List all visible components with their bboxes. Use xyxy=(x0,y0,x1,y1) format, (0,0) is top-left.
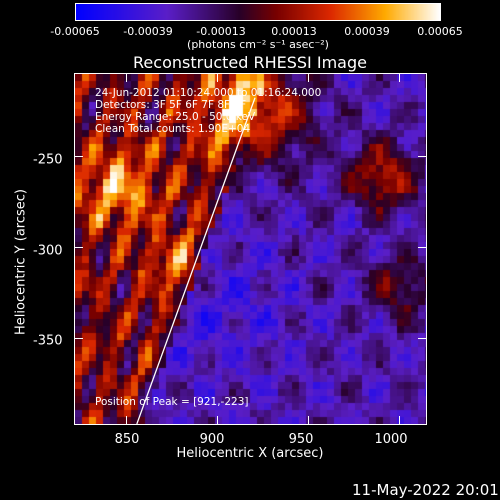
y-tick-label: -300 xyxy=(33,243,63,259)
x-tick-mark xyxy=(216,74,218,82)
image-plot xyxy=(74,73,427,425)
x-tick-mark xyxy=(398,416,400,424)
time-range-annotation: 24-Jun-2012 01:10:24.000 to 01:16:24.000 xyxy=(95,87,322,99)
chart-title: Reconstructed RHESSI Image xyxy=(133,53,367,72)
colorbar xyxy=(75,3,441,21)
energy-range-annotation: Energy Range: 25.0 - 50.0 keV xyxy=(95,111,256,123)
y-tick-mark xyxy=(418,338,426,340)
detectors-annotation: Detectors: 3F 5F 6F 7F 8F 9F xyxy=(95,99,247,111)
x-tick-label: 1000 xyxy=(374,432,408,447)
y-tick-mark xyxy=(75,338,83,340)
y-tick-label: -350 xyxy=(33,333,63,349)
y-tick-mark xyxy=(418,247,426,249)
x-tick-mark xyxy=(307,74,309,82)
colorbar-tick: -0.00039 xyxy=(123,25,173,38)
y-tick-label: -250 xyxy=(33,152,63,168)
colorbar-tick: 0.00013 xyxy=(271,25,317,38)
heatmap-image xyxy=(75,74,426,424)
counts-annotation: Clean Total counts: 1.90E+04 xyxy=(95,123,251,135)
footer-timestamp: 11-May-2022 20:01 xyxy=(352,481,499,499)
y-axis-label: Heliocentric Y (arcsec) xyxy=(13,189,29,335)
x-tick-label: 900 xyxy=(199,432,225,447)
x-tick-mark xyxy=(125,74,127,82)
solar-limb-line xyxy=(136,97,256,424)
peak-position-annotation: Position of Peak = [921,-223] xyxy=(95,396,249,408)
x-tick-label: 850 xyxy=(114,432,140,447)
x-tick-mark xyxy=(216,416,218,424)
colorbar-tick: -0.00065 xyxy=(50,25,100,38)
colorbar-tick: 0.00039 xyxy=(344,25,390,38)
x-axis-label: Heliocentric X (arcsec) xyxy=(176,446,324,461)
colorbar-units: (photons cm⁻² s⁻¹ asec⁻²) xyxy=(187,38,329,51)
y-tick-mark xyxy=(418,156,426,158)
y-tick-mark xyxy=(75,156,83,158)
limb-overlay xyxy=(136,97,256,424)
colorbar-tick: -0.00013 xyxy=(196,25,246,38)
y-tick-mark xyxy=(75,247,83,249)
x-tick-mark xyxy=(398,74,400,82)
x-tick-mark xyxy=(125,416,127,424)
x-tick-mark xyxy=(307,416,309,424)
colorbar-tick: 0.00065 xyxy=(417,25,463,38)
x-tick-label: 950 xyxy=(288,432,314,447)
